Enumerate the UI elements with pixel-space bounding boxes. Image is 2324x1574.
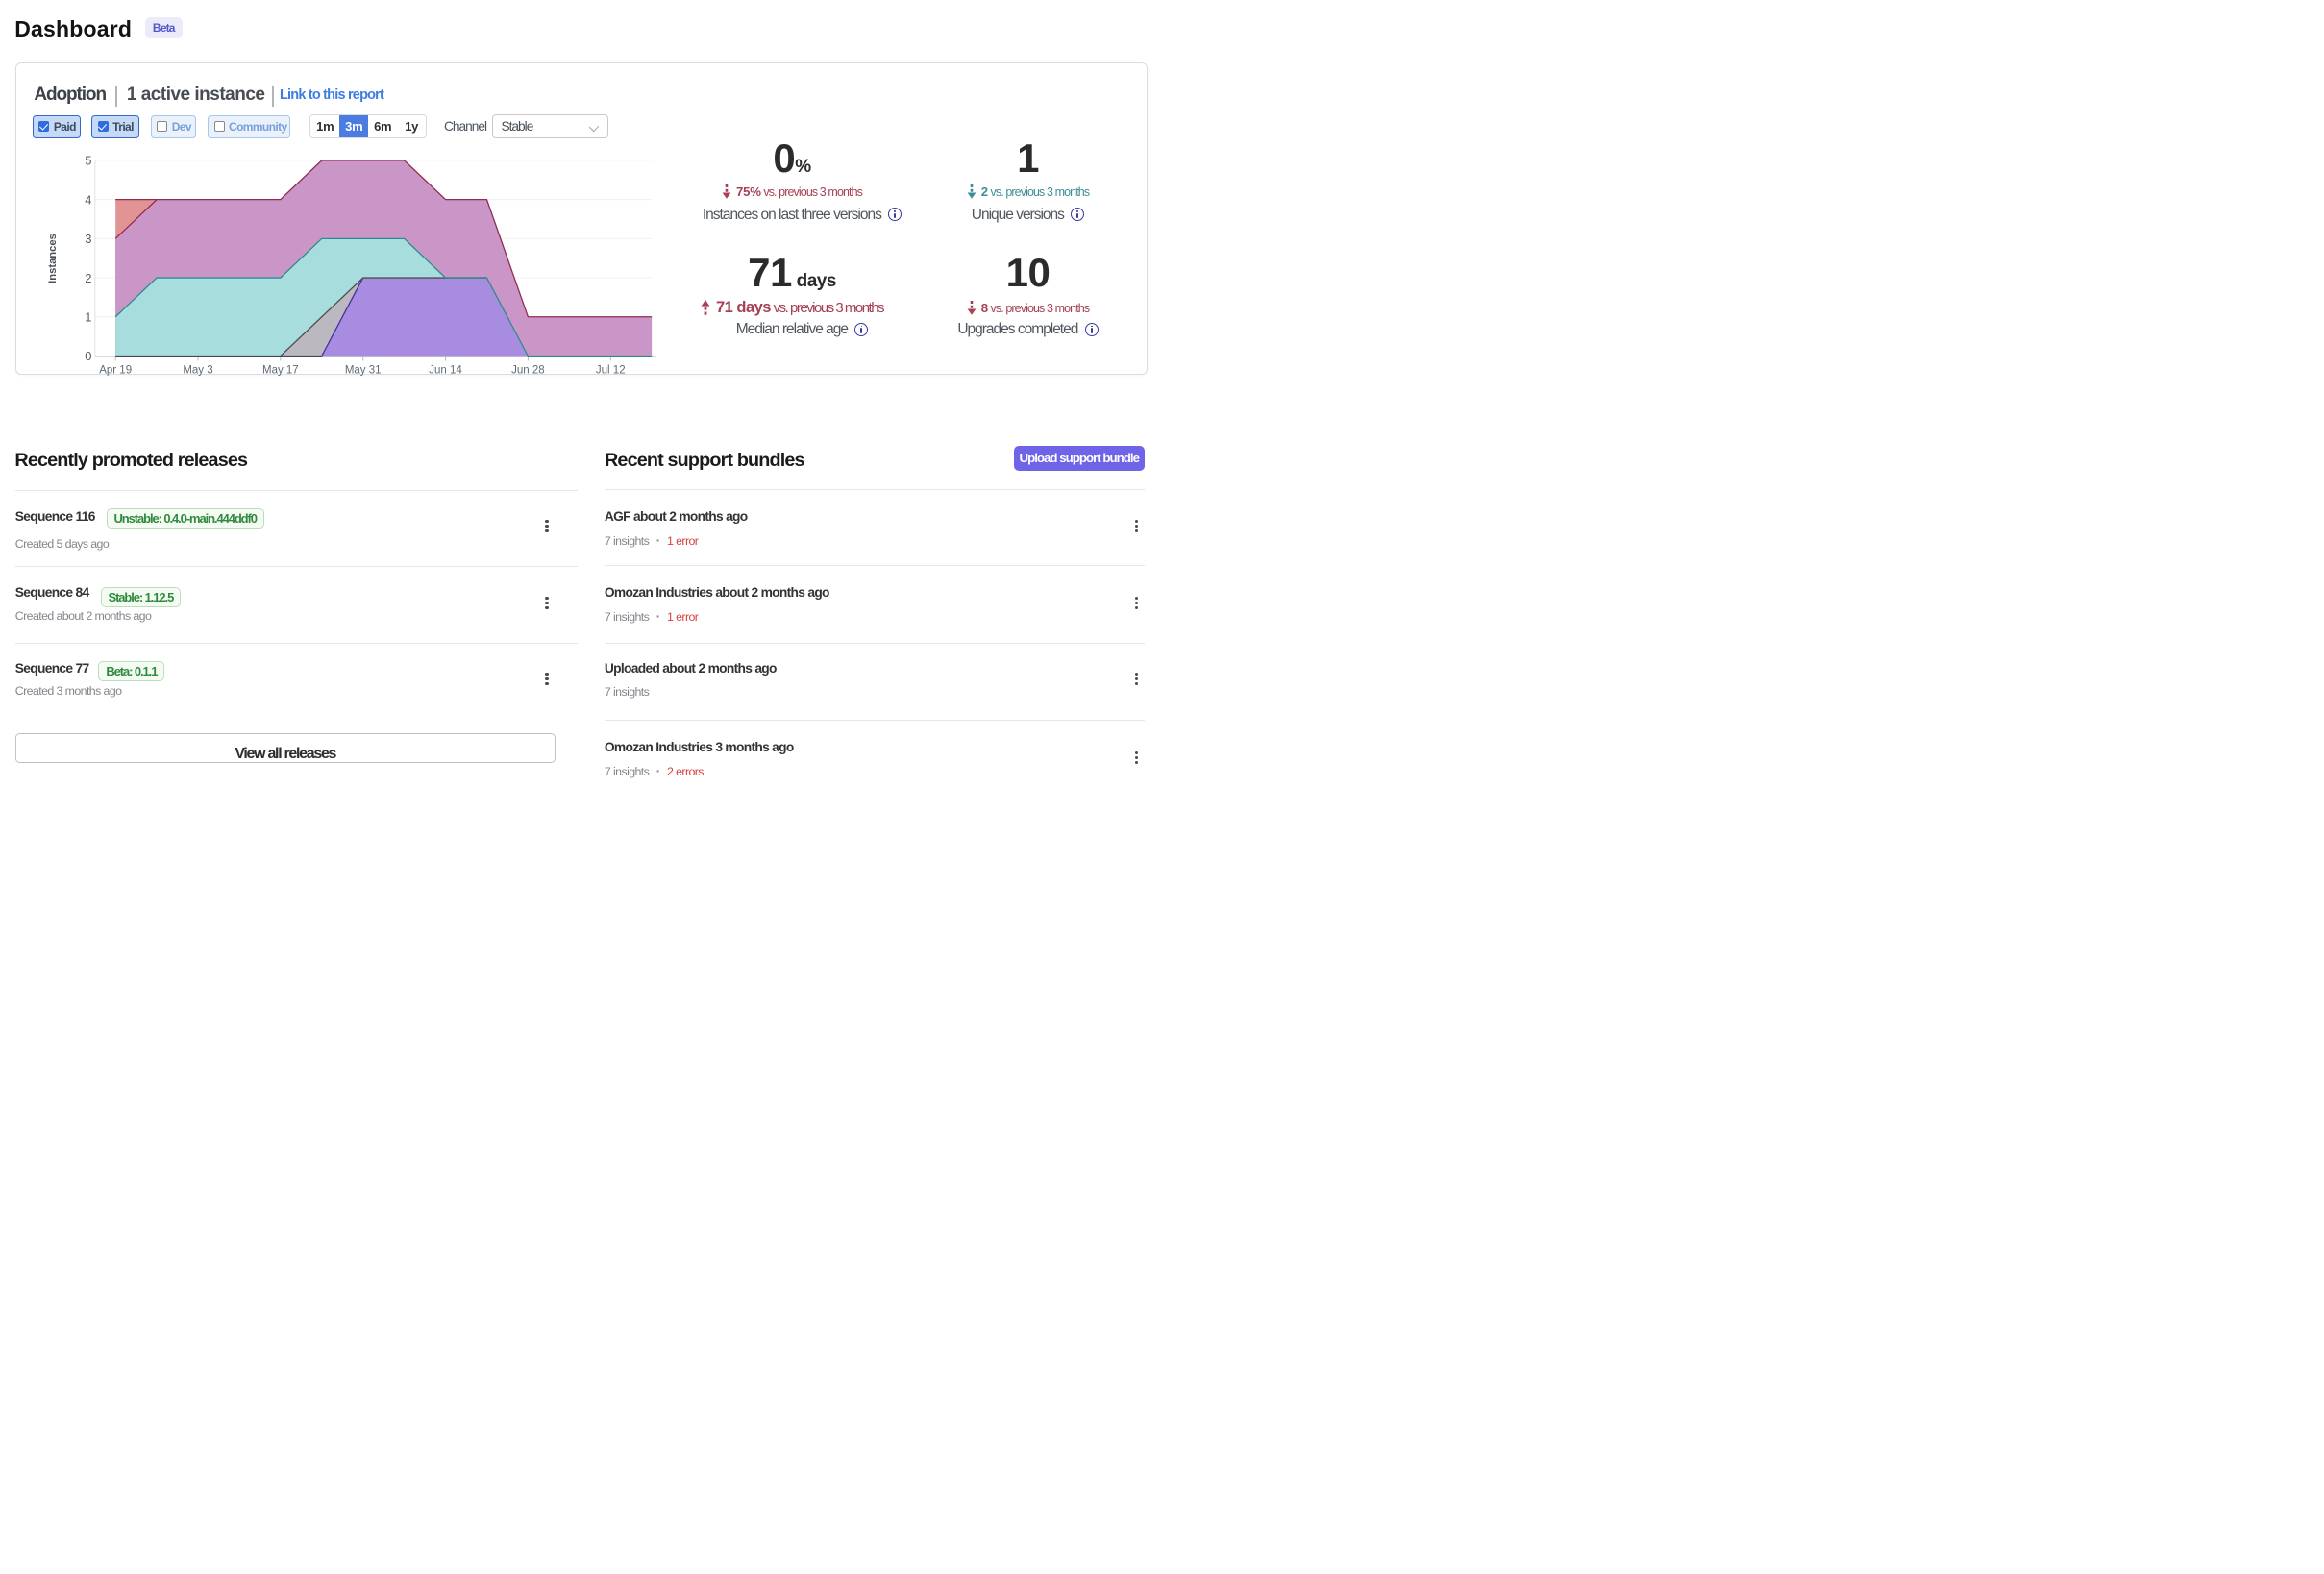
svg-text:0: 0 <box>85 349 91 363</box>
svg-text:1: 1 <box>85 310 91 325</box>
svg-text:May 3: May 3 <box>183 365 212 377</box>
svg-text:Jun 28: Jun 28 <box>511 365 545 377</box>
svg-text:Jul 12: Jul 12 <box>596 365 626 377</box>
svg-text:5: 5 <box>85 154 91 168</box>
svg-text:May 17: May 17 <box>262 365 299 377</box>
svg-text:Jun 14: Jun 14 <box>429 365 462 377</box>
svg-text:4: 4 <box>85 192 91 207</box>
svg-text:May 31: May 31 <box>345 365 382 377</box>
svg-text:Instances: Instances <box>47 234 59 283</box>
svg-text:Apr 19: Apr 19 <box>99 365 132 377</box>
svg-text:2: 2 <box>85 271 91 285</box>
svg-text:3: 3 <box>85 232 91 246</box>
